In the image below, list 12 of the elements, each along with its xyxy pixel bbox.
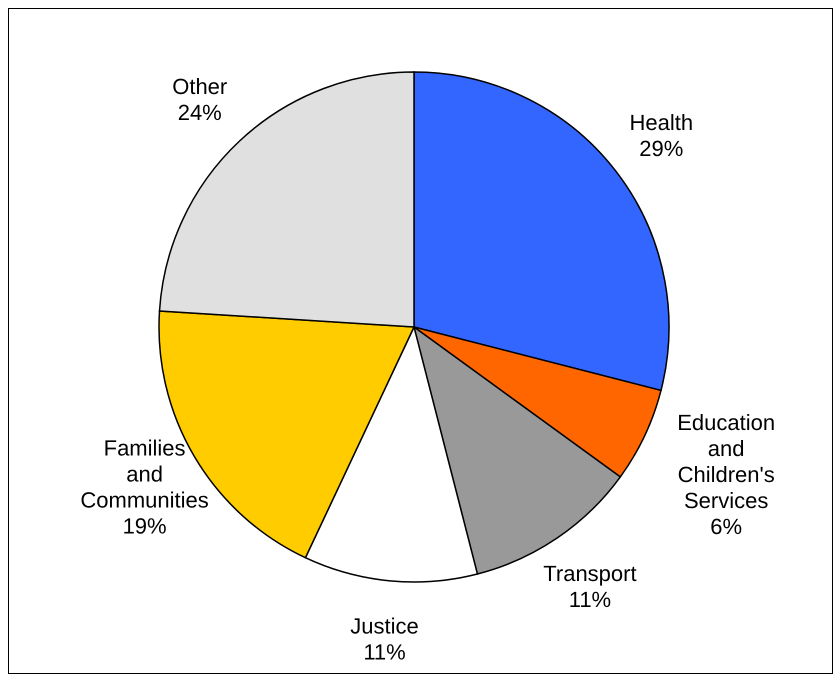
slice-label: Education and Children's Services: [677, 409, 776, 512]
slice-label: Justice: [350, 613, 419, 638]
data-label: 19%: [122, 512, 167, 538]
data-label: 24%: [178, 99, 222, 124]
data-label: 11%: [363, 639, 406, 664]
data-label: 29%: [639, 136, 684, 161]
slice-label: Transport: [543, 560, 637, 586]
data-label: 11%: [568, 586, 612, 612]
slice-label: Other: [172, 73, 228, 98]
slice-label: Families and Communities: [80, 434, 209, 512]
slice-label: Health: [630, 110, 694, 135]
data-label: 6%: [710, 513, 742, 538]
